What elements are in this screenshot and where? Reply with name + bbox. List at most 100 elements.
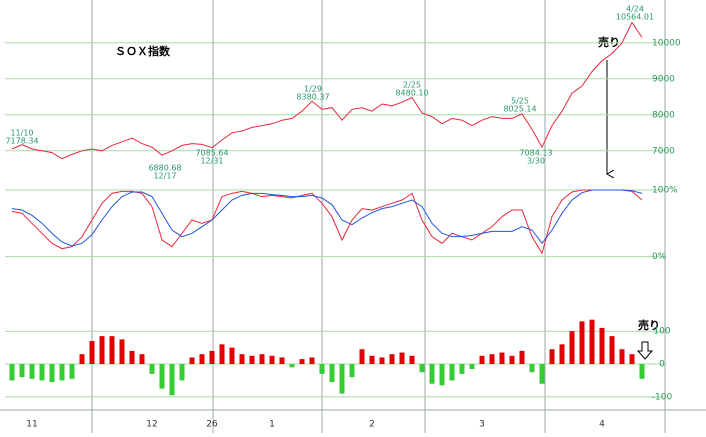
x-tick-label: 4: [599, 420, 605, 430]
bar: [119, 339, 125, 365]
x-tick-label: 26: [206, 420, 218, 430]
sell-arrow: [636, 341, 654, 360]
signal-label: 売り: [598, 35, 620, 49]
annotation: 8380.37: [296, 93, 329, 102]
annotation: 7084.13: [519, 149, 552, 158]
bar: [609, 336, 615, 365]
bar: [239, 354, 245, 365]
y-tick-label: -100: [652, 392, 673, 402]
bar: [269, 355, 275, 365]
annotation: 10564.01: [616, 13, 654, 22]
annotation: 8480.10: [395, 89, 428, 98]
bar: [479, 355, 485, 365]
bar: [89, 341, 95, 365]
bar: [319, 364, 325, 374]
x-tick-label: 12: [146, 420, 157, 430]
bar: [439, 364, 445, 386]
bar: [399, 352, 405, 365]
bar: [529, 364, 535, 373]
annotation: 7178.34: [5, 137, 38, 146]
bar: [359, 349, 365, 365]
bar: [159, 364, 165, 389]
bar: [49, 364, 55, 383]
bar: [199, 354, 205, 365]
bar: [189, 357, 195, 365]
y-tick-label: 100%: [652, 186, 678, 196]
annotation: 7085.64: [195, 149, 228, 158]
bar: [19, 364, 25, 378]
bar: [169, 364, 175, 396]
y-tick-label: 0%: [652, 252, 667, 262]
bar: [219, 344, 225, 365]
bar: [309, 357, 315, 365]
y-tick-label: 0: [659, 360, 665, 370]
chart-title: ＳＯＸ指数: [115, 44, 171, 58]
bar: [379, 357, 385, 365]
bar: [59, 364, 65, 381]
bar: [409, 355, 415, 365]
bar: [329, 364, 335, 383]
month-separators: [91, 0, 666, 433]
bar: [639, 364, 645, 379]
annotation: 2/25: [403, 81, 421, 90]
bar: [589, 319, 595, 365]
line: [11, 21, 643, 160]
annotation: 6880.68: [148, 164, 181, 173]
x-tick-label: 1: [269, 420, 275, 430]
annotation: 3/30: [527, 157, 545, 166]
annotation: 12/17: [153, 172, 176, 181]
bar: [539, 364, 545, 384]
bar: [579, 321, 585, 365]
bar: [369, 355, 375, 365]
bar: [469, 364, 475, 369]
bar: [99, 336, 105, 365]
bar: [299, 359, 305, 365]
bar: [249, 355, 255, 365]
bar: [519, 350, 525, 365]
y-tick-label: 8000: [652, 110, 675, 120]
bar: [129, 350, 135, 365]
bar: [419, 364, 425, 373]
annotation: 5/25: [511, 97, 529, 106]
bar: [389, 354, 395, 365]
x-tick-label: 3: [479, 420, 485, 430]
annotation: 1/29: [304, 85, 322, 94]
bar: [429, 364, 435, 384]
bar: [29, 364, 35, 379]
bar: [569, 331, 575, 365]
bar: [499, 352, 505, 365]
bar: [209, 350, 215, 365]
x-tick-label: 11: [26, 420, 37, 430]
y-tick-label: 9000: [652, 74, 675, 84]
bar: [619, 349, 625, 365]
annotation: 12/31: [200, 157, 223, 166]
annotation: 4/24: [626, 5, 644, 14]
annotation: 11/10: [10, 129, 33, 138]
bar: [489, 354, 495, 365]
signal-label: 売り: [638, 318, 660, 332]
y-tick-label: 100: [653, 327, 670, 337]
bar: [229, 347, 235, 365]
bar: [509, 355, 515, 365]
line: [11, 189, 643, 247]
bar: [39, 364, 45, 381]
bar: [109, 336, 115, 365]
bar: [69, 364, 75, 379]
bar: [599, 327, 605, 365]
bar: [179, 364, 185, 381]
bar: [139, 354, 145, 365]
bar: [339, 364, 345, 394]
bar: [259, 354, 265, 365]
bar: [549, 349, 555, 365]
bar: [279, 357, 285, 365]
annotation: 8025.14: [503, 105, 536, 114]
y-tick-label: 10000: [652, 38, 681, 48]
bar: [349, 364, 355, 378]
bar: [459, 364, 465, 374]
bar: [9, 364, 15, 381]
x-tick-label: 2: [369, 420, 375, 430]
bar: [289, 364, 295, 368]
y-tick-label: 7000: [652, 146, 675, 156]
